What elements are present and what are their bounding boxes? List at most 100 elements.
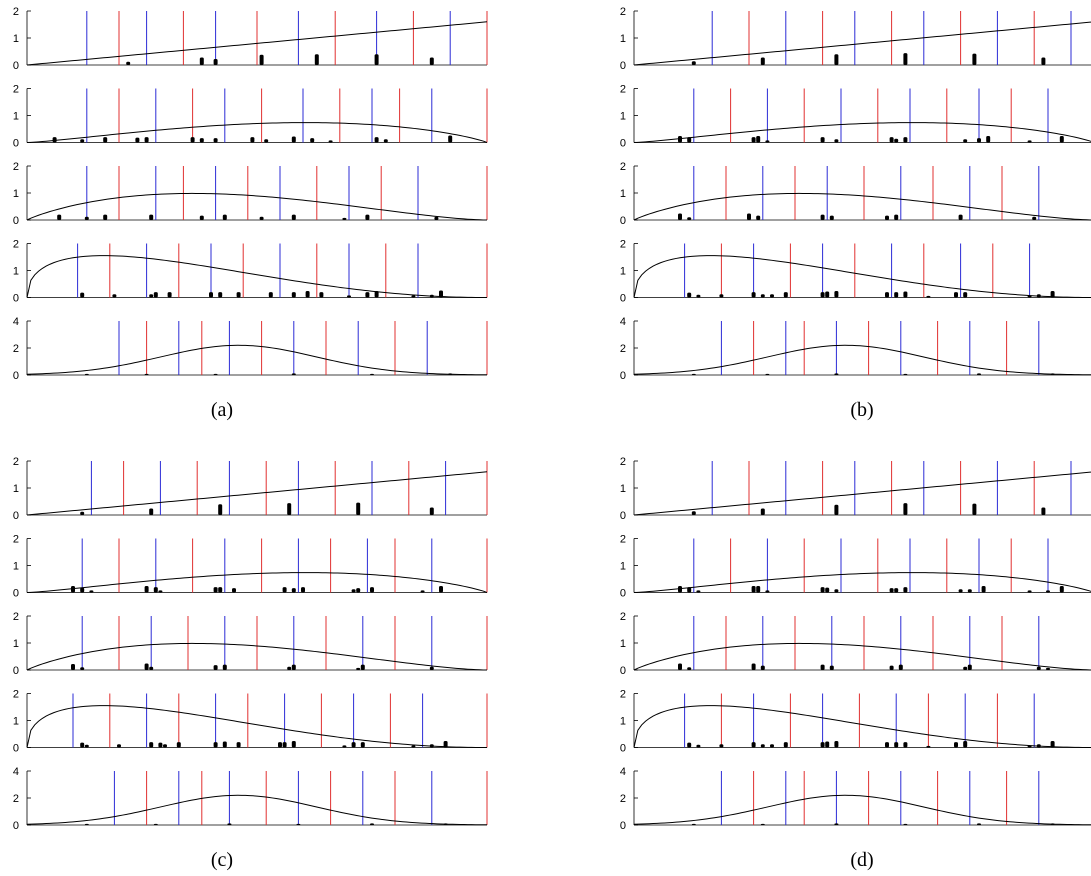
sample-stem (282, 742, 287, 748)
panel-a: 0 1 2 0 1 2 0 1 2 0 1 2 0 2 4 (13, 6, 488, 382)
y-tick-label: 0 (13, 60, 19, 72)
sample-stem (429, 57, 434, 65)
sample-stem (696, 744, 701, 748)
y-tick-label: 0 (620, 60, 626, 72)
sample-stem (687, 667, 692, 670)
y-tick-label: 1 (620, 188, 626, 200)
y-tick-label: 2 (620, 689, 626, 701)
sample-stem (103, 214, 108, 220)
caption-b: (b) (850, 399, 873, 421)
sample-stem (783, 292, 788, 298)
sample-stem (903, 587, 908, 593)
y-tick-label: 0 (13, 820, 19, 832)
sample-stem (153, 587, 158, 593)
sample-stem (383, 139, 388, 143)
sample-stem (374, 137, 379, 143)
sample-stem (885, 742, 889, 748)
sample-stem (903, 53, 908, 65)
y-tick-label: 2 (620, 456, 626, 468)
sample-stem (291, 214, 296, 220)
density-curve (26, 642, 488, 671)
sample-stem (365, 214, 370, 220)
sample-stem (360, 742, 365, 748)
panel-d: 0 1 2 0 1 2 0 1 2 0 1 2 0 2 4 (620, 456, 1091, 832)
sample-stem (820, 742, 825, 748)
subplot-row-5: 0 2 4 (13, 766, 488, 832)
sample-stem (903, 137, 908, 143)
sample-stem (218, 292, 223, 298)
sample-stem (282, 587, 287, 593)
sample-stem (52, 137, 57, 143)
density-curve (26, 572, 488, 593)
sample-stem (765, 140, 770, 143)
sample-stem (834, 504, 839, 515)
sample-stem (820, 214, 825, 220)
sample-stem (963, 666, 968, 670)
sample-stem (898, 664, 903, 670)
sample-stem (84, 744, 89, 748)
sample-stem (834, 291, 839, 298)
sample-stem (420, 590, 425, 593)
sample-stem (963, 292, 968, 298)
sample-stem (963, 741, 968, 748)
sample-stem (149, 666, 154, 670)
sample-stem (167, 292, 172, 298)
sample-stem (765, 373, 770, 375)
sample-stem (751, 292, 756, 298)
sample-stem (360, 664, 365, 670)
y-tick-label: 1 (620, 111, 626, 123)
y-tick-label: 1 (13, 266, 19, 278)
sample-stem (977, 823, 981, 825)
sample-stem (691, 61, 696, 65)
y-tick-label: 1 (620, 638, 626, 650)
y-tick-label: 2 (620, 534, 626, 546)
density-curve (633, 642, 1091, 671)
sample-stem (1046, 667, 1050, 670)
sample-stem (765, 590, 770, 593)
sample-stem (429, 744, 434, 748)
sample-stem (687, 137, 692, 143)
density-curve (26, 794, 488, 826)
sample-stem (213, 587, 218, 593)
sample-stem (719, 294, 724, 298)
subplot-row-3: 0 1 2 (13, 161, 488, 227)
sample-stem (696, 294, 701, 298)
subplot-row-2: 0 1 2 (620, 84, 1091, 150)
sample-stem (158, 742, 163, 748)
sample-stem (687, 742, 692, 748)
sample-stem (144, 373, 149, 375)
y-tick-label: 2 (13, 611, 19, 623)
y-tick-label: 1 (13, 33, 19, 45)
sample-stem (351, 742, 356, 748)
sample-stem (434, 216, 439, 220)
subplot-row-2: 0 1 2 (13, 84, 488, 150)
sample-stem (926, 295, 931, 298)
sample-stem (126, 61, 131, 65)
sample-stem (278, 742, 282, 748)
sample-stem (889, 665, 894, 670)
sample-stem (903, 503, 908, 515)
y-tick-label: 0 (620, 820, 626, 832)
sample-stem (760, 823, 765, 825)
y-tick-label: 0 (13, 215, 19, 227)
sample-stem (351, 589, 356, 593)
y-tick-label: 0 (13, 510, 19, 522)
sample-stem (117, 744, 121, 748)
sample-stem (291, 373, 296, 375)
sample-stem (296, 823, 301, 825)
sample-stem (954, 292, 958, 298)
sample-stem (291, 741, 296, 748)
y-tick-label: 0 (620, 370, 626, 382)
sample-stem (756, 215, 761, 220)
sample-stem (894, 138, 899, 143)
y-tick-label: 0 (620, 138, 626, 150)
sample-stem (80, 511, 85, 515)
sample-stem (820, 137, 825, 143)
sample-stem (1050, 741, 1055, 748)
sample-stem (176, 742, 181, 748)
sample-stem (112, 294, 117, 298)
sample-stem (250, 137, 255, 143)
y-tick-label: 2 (620, 611, 626, 623)
sample-stem (783, 742, 788, 748)
sample-stem (89, 590, 94, 593)
